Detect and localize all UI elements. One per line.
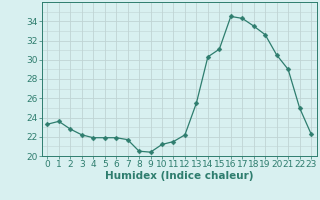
X-axis label: Humidex (Indice chaleur): Humidex (Indice chaleur) — [105, 171, 253, 181]
